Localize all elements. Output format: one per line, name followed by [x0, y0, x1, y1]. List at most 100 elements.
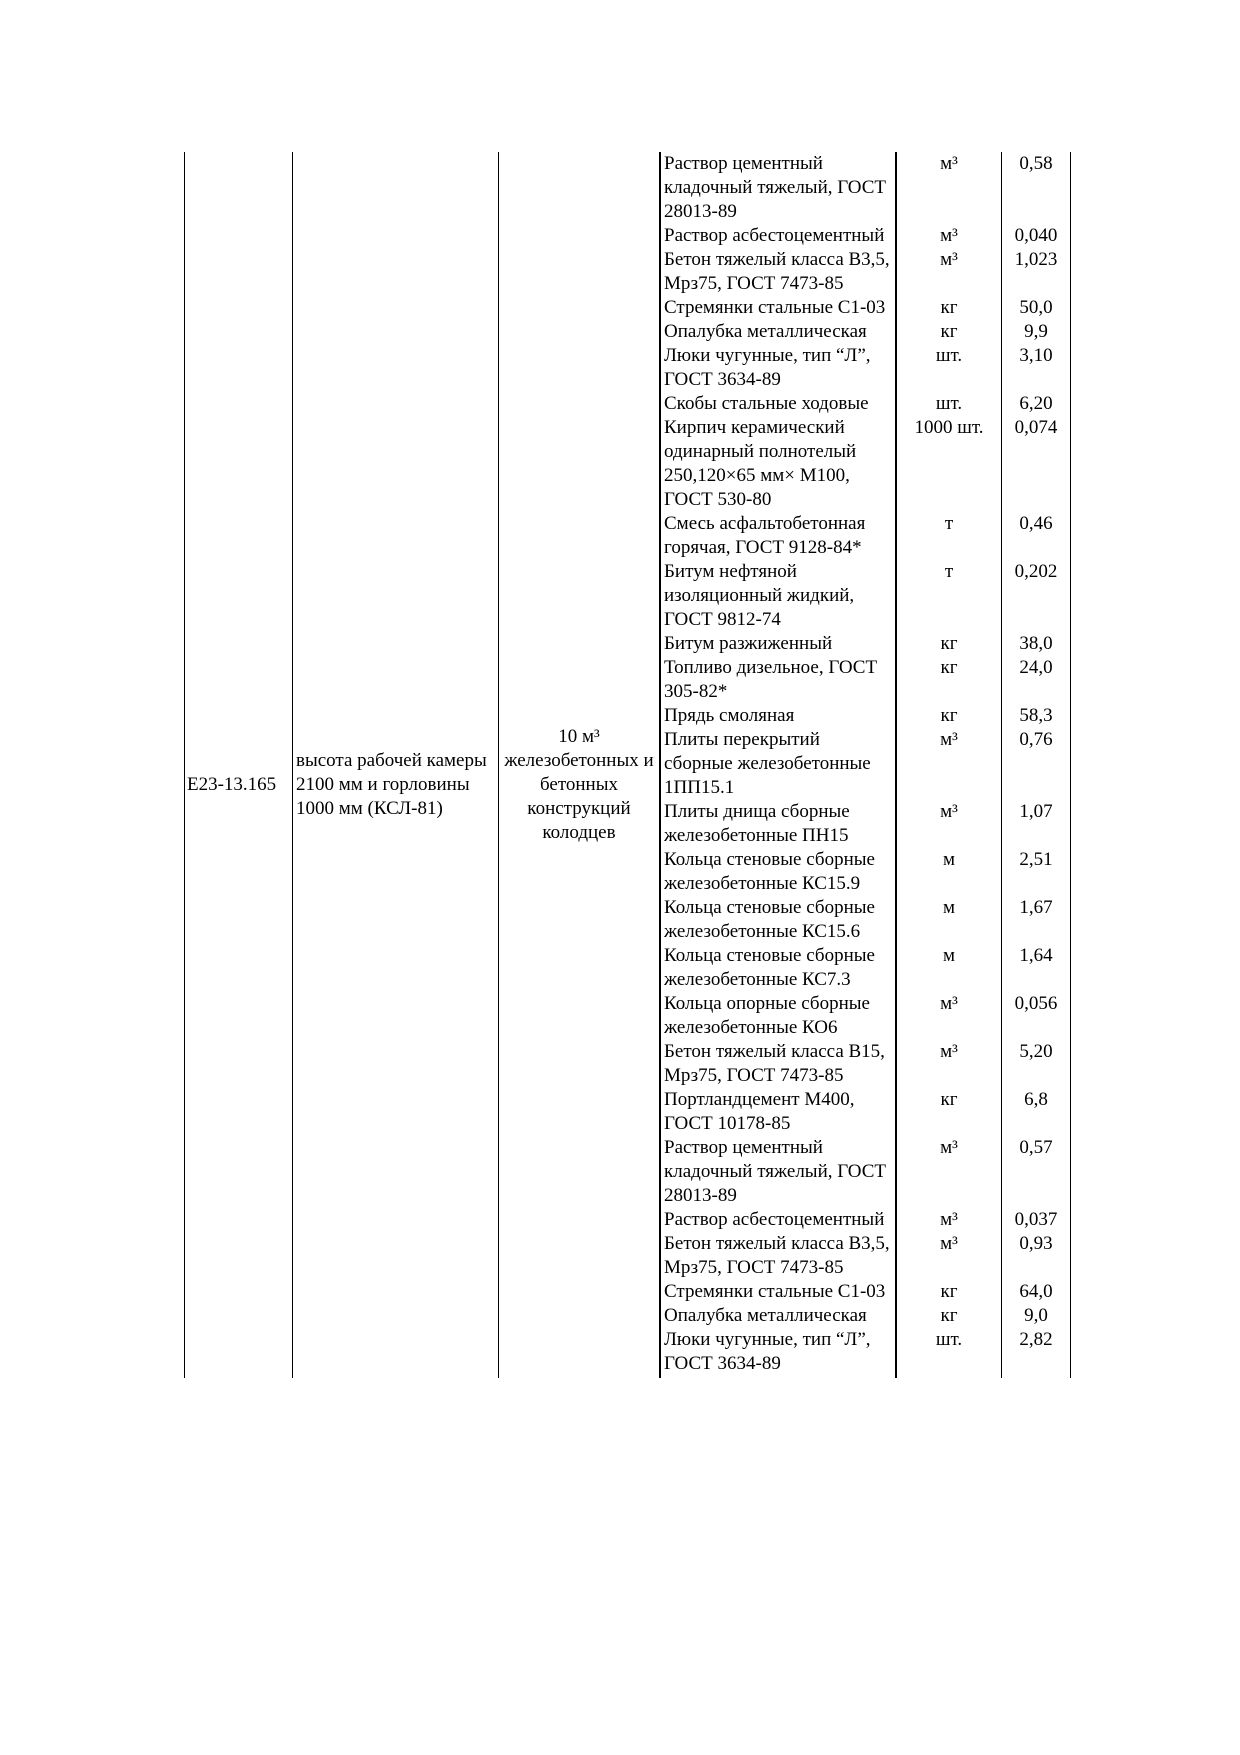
table-row: Бетон тяжелый класса В15, Мрз75, ГОСТ 74…	[185, 1040, 1071, 1088]
unit-cell: кг	[896, 320, 1002, 344]
unit-cell: м³	[896, 1208, 1002, 1232]
unit-cell: 1000 шт.	[896, 416, 1002, 512]
unit-cell: м³	[896, 1040, 1002, 1088]
value-cell: 24,0	[1001, 656, 1071, 704]
material-cell: Кольца опорные сборные железобетонные КО…	[660, 992, 897, 1040]
unit-cell: м³	[896, 224, 1002, 248]
material-cell: Бетон тяжелый класса В3,5, Мрз75, ГОСТ 7…	[660, 248, 897, 296]
value-cell: 0,58	[1001, 152, 1071, 224]
value-cell: 0,040	[1001, 224, 1071, 248]
unit-cell: м³	[896, 1232, 1002, 1280]
value-cell: 5,20	[1001, 1040, 1071, 1088]
unit-cell: м³	[896, 992, 1002, 1040]
material-cell: Бетон тяжелый класса В3,5, Мрз75, ГОСТ 7…	[660, 1232, 897, 1280]
table-row: Плиты днища сборные железобетонные ПН15 м…	[185, 800, 1071, 848]
unit-cell: кг	[896, 1280, 1002, 1304]
material-cell: Топливо дизельное, ГОСТ 305-82*	[660, 656, 897, 704]
material-cell: Смесь асфальтобетонная горячая, ГОСТ 912…	[660, 512, 897, 560]
value-cell: 1,023	[1001, 248, 1071, 296]
table-row: Битум нефтяной изоляционный жидкий, ГОСТ…	[185, 560, 1071, 632]
value-cell: 6,8	[1001, 1088, 1071, 1136]
material-cell: Кирпич керамический одинарный полнотелый…	[660, 416, 897, 512]
meter-cell: 10 м³ железобетонных и бетонных конструк…	[498, 152, 661, 1378]
material-cell: Плиты перекрытий сборные железобетонные …	[660, 728, 897, 800]
table-row: Раствор асбестоцементный м³ 0,040	[185, 224, 1071, 248]
table-row: Раствор цементный кладочный тяжелый, ГОС…	[185, 1136, 1071, 1208]
table-row: Раствор асбестоцементный м³ 0,037	[185, 1208, 1071, 1232]
material-cell: Раствор асбестоцементный	[660, 1208, 897, 1232]
material-cell: Портландцемент М400, ГОСТ 10178-85	[660, 1088, 897, 1136]
value-cell: 0,57	[1001, 1136, 1071, 1208]
unit-cell: т	[896, 512, 1002, 560]
material-cell: Кольца стеновые сборные железобетонные К…	[660, 896, 897, 944]
value-cell: 0,46	[1001, 512, 1071, 560]
material-cell: Бетон тяжелый класса В15, Мрз75, ГОСТ 74…	[660, 1040, 897, 1088]
value-cell: 1,64	[1001, 944, 1071, 992]
material-cell: Опалубка металлическая	[660, 320, 897, 344]
material-cell: Стремянки стальные С1-03	[660, 296, 897, 320]
table-row: Кольца стеновые сборные железобетонные К…	[185, 848, 1071, 896]
table-row: Прядь смоляная кг 58,3	[185, 704, 1071, 728]
unit-cell: кг	[896, 296, 1002, 320]
table-row: Е23-13.165 высота рабочей камеры 2100 мм …	[184, 152, 1071, 1378]
unit-cell: кг	[896, 704, 1002, 728]
unit-cell: м	[896, 944, 1002, 992]
norms-table: Е23-13.165 высота рабочей камеры 2100 мм …	[184, 152, 1071, 1378]
unit-cell: шт.	[896, 1328, 1002, 1378]
table-row: Стремянки стальные С1-03 кг 64,0	[185, 1280, 1071, 1304]
table-row: Скобы стальные ходовые шт. 6,20	[185, 392, 1071, 416]
value-cell: 9,9	[1001, 320, 1071, 344]
value-cell: 6,20	[1001, 392, 1071, 416]
value-cell: 2,51	[1001, 848, 1071, 896]
value-cell: 3,10	[1001, 344, 1071, 392]
material-cell: Стремянки стальные С1-03	[660, 1280, 897, 1304]
value-cell: 2,82	[1001, 1328, 1071, 1378]
unit-cell: м³	[896, 1136, 1002, 1208]
table-row: Бетон тяжелый класса В3,5, Мрз75, ГОСТ 7…	[185, 248, 1071, 296]
unit-cell: шт.	[896, 392, 1002, 416]
value-cell: 0,074	[1001, 416, 1071, 512]
material-cell: Плиты днища сборные железобетонные ПН15	[660, 800, 897, 848]
table-row: Опалубка металлическая кг 9,9	[185, 320, 1071, 344]
table-row: Люки чугунные, тип “Л”, ГОСТ 3634-89 шт. 2…	[185, 1328, 1071, 1378]
unit-cell: м	[896, 896, 1002, 944]
table-row: Кольца стеновые сборные железобетонные К…	[185, 896, 1071, 944]
table-row: Битум разжиженный кг 38,0	[185, 632, 1071, 656]
value-cell: 58,3	[1001, 704, 1071, 728]
table-row: Кольца опорные сборные железобетонные КО…	[185, 992, 1071, 1040]
unit-cell: шт.	[896, 344, 1002, 392]
value-cell: 0,037	[1001, 1208, 1071, 1232]
material-cell: Люки чугунные, тип “Л”, ГОСТ 3634-89	[660, 344, 897, 392]
material-cell: Прядь смоляная	[660, 704, 897, 728]
material-cell: Люки чугунные, тип “Л”, ГОСТ 3634-89	[660, 1328, 897, 1378]
value-cell: 0,056	[1001, 992, 1071, 1040]
code-cell: Е23-13.165	[184, 152, 293, 1378]
unit-cell: м	[896, 848, 1002, 896]
material-cell: Скобы стальные ходовые	[660, 392, 897, 416]
unit-cell: кг	[896, 1088, 1002, 1136]
unit-cell: м³	[896, 152, 1002, 224]
unit-cell: кг	[896, 1304, 1002, 1328]
material-cell: Раствор цементный кладочный тяжелый, ГОС…	[660, 1136, 897, 1208]
unit-cell: кг	[896, 632, 1002, 656]
table-row: Топливо дизельное, ГОСТ 305-82* кг 24,0	[185, 656, 1071, 704]
table-row: Стремянки стальные С1-03 кг 50,0	[185, 296, 1071, 320]
value-cell: 38,0	[1001, 632, 1071, 656]
table-row: Смесь асфальтобетонная горячая, ГОСТ 912…	[185, 512, 1071, 560]
value-cell: 50,0	[1001, 296, 1071, 320]
material-cell: Раствор цементный кладочный тяжелый, ГОС…	[660, 152, 897, 224]
material-cell: Битум нефтяной изоляционный жидкий, ГОСТ…	[660, 560, 897, 632]
table-row: Кольца стеновые сборные железобетонные К…	[185, 944, 1071, 992]
table-row: Люки чугунные, тип “Л”, ГОСТ 3634-89 шт. 3…	[185, 344, 1071, 392]
table-row: Бетон тяжелый класса В3,5, Мрз75, ГОСТ 7…	[185, 1232, 1071, 1280]
value-cell: 1,67	[1001, 896, 1071, 944]
value-cell: 0,76	[1001, 728, 1071, 800]
unit-cell: м³	[896, 800, 1002, 848]
value-cell: 64,0	[1001, 1280, 1071, 1304]
table-row: Плиты перекрытий сборные железобетонные …	[185, 728, 1071, 800]
value-cell: 0,202	[1001, 560, 1071, 632]
value-cell: 9,0	[1001, 1304, 1071, 1328]
unit-cell: м³	[896, 248, 1002, 296]
table-row: Портландцемент М400, ГОСТ 10178-85 кг 6,8	[185, 1088, 1071, 1136]
unit-cell: м³	[896, 728, 1002, 800]
